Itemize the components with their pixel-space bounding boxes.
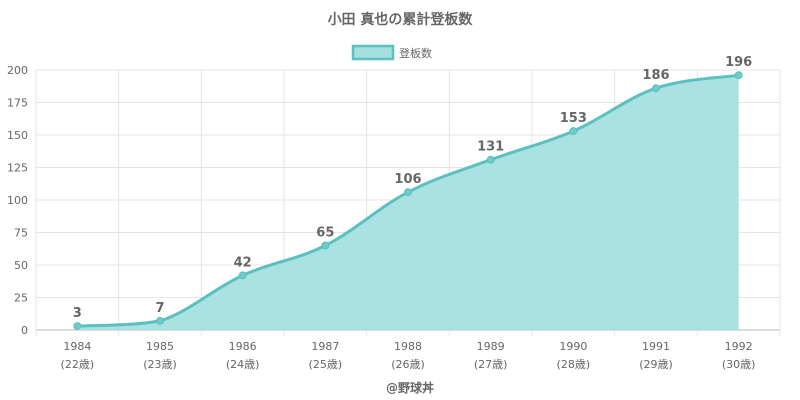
y-tick-label: 200 — [7, 64, 28, 77]
data-point[interactable] — [569, 127, 578, 136]
x-tick-sublabel: (24歳) — [226, 358, 260, 371]
data-label: 196 — [725, 55, 752, 70]
data-point[interactable] — [734, 71, 743, 80]
x-tick-label: 1984 — [63, 340, 91, 353]
x-tick-label: 1991 — [642, 340, 670, 353]
data-label: 131 — [477, 140, 504, 155]
y-tick-label: 0 — [21, 324, 28, 337]
x-tick-sublabel: (28歳) — [557, 358, 591, 371]
y-tick-label: 50 — [14, 259, 28, 272]
x-tick-label: 1990 — [559, 340, 587, 353]
data-label: 42 — [234, 255, 252, 270]
data-label: 106 — [394, 172, 421, 187]
data-label: 7 — [155, 301, 164, 316]
data-label: 65 — [316, 226, 334, 241]
legend[interactable]: 登板数 — [351, 44, 432, 61]
data-point[interactable] — [156, 316, 164, 325]
x-tick-label: 1988 — [394, 340, 422, 353]
x-tick-label: 1986 — [229, 340, 257, 353]
y-tick-label: 125 — [7, 162, 28, 175]
x-tick-sublabel: (22歳) — [61, 358, 95, 371]
y-axis: 0 25 50 75 100 125 150 175 200 — [7, 64, 28, 337]
x-tick-sublabel: (29歳) — [639, 358, 673, 371]
data-point[interactable] — [238, 271, 247, 280]
data-label: 153 — [560, 111, 587, 126]
x-tick-sublabel: (26歳) — [391, 358, 425, 371]
x-tick-sublabel: (30歳) — [722, 358, 756, 371]
y-tick-label: 150 — [7, 129, 28, 142]
x-tick-label: 1989 — [477, 340, 505, 353]
x-tick-sublabel: (23歳) — [143, 358, 177, 371]
series-area — [77, 75, 739, 330]
x-tick-label: 1987 — [311, 340, 339, 353]
y-tick-label: 75 — [14, 227, 28, 240]
data-label: 3 — [73, 306, 82, 321]
credit-text: @野球丼 — [386, 380, 434, 395]
x-tick-label: 1985 — [146, 340, 174, 353]
plot-area — [77, 73, 739, 330]
legend-label: 登板数 — [399, 46, 432, 60]
data-point[interactable] — [404, 188, 412, 197]
chart-title: 小田 真也の累計登板数 — [328, 11, 474, 28]
x-axis: 1984 (22歳) 1985 (23歳) 1986 (24歳) 1987 (25歳) 1988… — [61, 340, 756, 371]
data-label: 186 — [642, 68, 669, 83]
y-tick-label: 100 — [7, 194, 28, 207]
data-point[interactable] — [652, 84, 660, 93]
data-labels: 3 7 42 65 106 131 153 186 196 — [73, 55, 752, 321]
y-tick-label: 175 — [7, 97, 28, 110]
x-tick-sublabel: (27歳) — [474, 358, 508, 371]
y-tick-label: 25 — [14, 292, 28, 305]
data-points — [73, 71, 743, 331]
data-point[interactable] — [486, 155, 495, 164]
x-tick-label: 1992 — [725, 340, 753, 353]
x-tick-sublabel: (25歳) — [309, 358, 343, 371]
data-point[interactable] — [73, 322, 82, 331]
legend-swatch — [351, 44, 395, 61]
data-point[interactable] — [321, 241, 330, 250]
